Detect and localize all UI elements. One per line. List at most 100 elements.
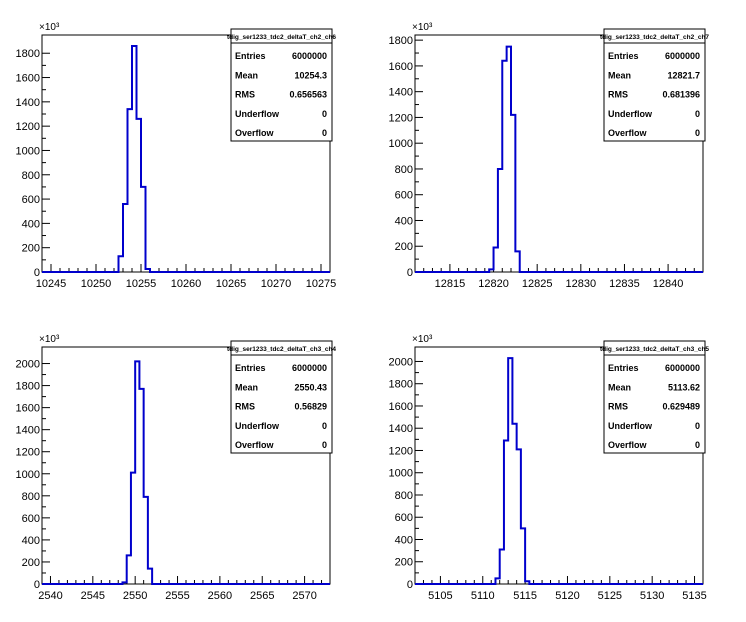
y-axis-multiplier: ×10³ xyxy=(412,334,433,345)
y-tick-label: 200 xyxy=(22,557,40,569)
y-tick-label: 600 xyxy=(22,513,40,525)
x-tick-label: 12820 xyxy=(478,278,509,290)
x-tick-label: 5125 xyxy=(598,590,622,602)
stats-label-mean: Mean xyxy=(235,70,258,80)
stats-box: tdig_ser1233_tdc2_deltaT_ch3_ch5 Entries 6… xyxy=(600,340,709,454)
stats-value-mean: 5113.62 xyxy=(668,382,700,392)
histogram-series-line xyxy=(42,44,330,273)
y-tick-label: 1800 xyxy=(389,379,413,391)
x-tick-label: 2555 xyxy=(165,590,189,602)
stats-box-frame xyxy=(230,28,333,142)
x-tick-label: 2550 xyxy=(123,590,147,602)
stats-value-overflow: 0 xyxy=(695,440,700,450)
stats-box-frame xyxy=(603,340,706,454)
histogram-panel-3: ×10³ 0 200 400 600 800 1000 1200 1400 1600 1800 200… xyxy=(16,334,337,602)
y-tick-label: 600 xyxy=(395,512,413,524)
stats-label-mean: Mean xyxy=(608,70,631,80)
y-tick-label: 0 xyxy=(407,579,413,591)
stats-value-overflow: 0 xyxy=(322,128,327,138)
y-tick-label: 400 xyxy=(22,218,40,230)
stats-value-entries: 6000000 xyxy=(665,363,700,373)
stats-label-entries: Entries xyxy=(235,51,266,61)
y-tick-label: 1400 xyxy=(389,423,413,435)
stats-value-rms: 0.629489 xyxy=(662,402,700,412)
x-tick-label: 2540 xyxy=(38,590,62,602)
y-tick-label: 1800 xyxy=(389,35,413,47)
x-tick-label: 12835 xyxy=(609,278,640,290)
stats-value-entries: 6000000 xyxy=(665,51,700,61)
y-tick-label: 400 xyxy=(22,535,40,547)
x-tick-label: 5120 xyxy=(555,590,579,602)
y-tick-label: 800 xyxy=(22,170,40,182)
y-axis-multiplier: ×10³ xyxy=(39,334,60,345)
stats-value-underflow: 0 xyxy=(322,109,327,119)
stats-value-entries: 6000000 xyxy=(292,363,327,373)
y-tick-label: 1000 xyxy=(389,468,413,480)
y-tick-label: 200 xyxy=(22,243,40,255)
x-tick-label: 5130 xyxy=(640,590,664,602)
y-tick-label: 1200 xyxy=(389,112,413,124)
x-tick-label: 5115 xyxy=(513,590,537,602)
y-tick-label: 0 xyxy=(407,267,413,279)
stats-label-mean: Mean xyxy=(235,382,258,392)
stats-label-entries: Entries xyxy=(608,51,639,61)
y-tick-label: 1600 xyxy=(389,401,413,413)
y-tick-label: 1000 xyxy=(389,138,413,150)
stats-box-frame xyxy=(603,28,706,142)
stats-label-rms: RMS xyxy=(608,402,628,412)
y-tick-label: 2000 xyxy=(16,359,40,371)
y-tick-label: 800 xyxy=(395,164,413,176)
x-tick-label: 12830 xyxy=(566,278,597,290)
y-tick-label: 400 xyxy=(395,534,413,546)
x-tick-label: 5105 xyxy=(428,590,452,602)
stats-label-overflow: Overflow xyxy=(608,440,648,450)
x-tick-label: 2560 xyxy=(208,590,232,602)
x-tick-label: 10270 xyxy=(261,278,292,290)
stats-label-mean: Mean xyxy=(608,382,631,392)
stats-box-title: tdig_ser1233_tdc2_deltaT_ch3_ch4 xyxy=(227,346,336,353)
y-axis-multiplier: ×10³ xyxy=(39,22,60,33)
histogram-panel-2: ×10³ 0 200 400 600 800 1000 1200 1400 1600 1800 128… xyxy=(389,22,710,290)
y-tick-label: 600 xyxy=(395,190,413,202)
y-tick-label: 1600 xyxy=(389,61,413,73)
y-tick-label: 1600 xyxy=(16,403,40,415)
y-axis-multiplier: ×10³ xyxy=(412,22,433,33)
y-tick-label: 600 xyxy=(22,194,40,206)
x-tick-label: 12840 xyxy=(653,278,684,290)
y-tick-label: 1400 xyxy=(16,425,40,437)
stats-value-rms: 0.656563 xyxy=(289,90,327,100)
histogram-series-line xyxy=(42,360,330,585)
stats-box: tdig_ser1233_tdc2_deltaT_ch2_ch6 Entries 6… xyxy=(227,28,336,142)
stats-label-overflow: Overflow xyxy=(235,440,275,450)
histogram-series-line xyxy=(415,357,703,585)
y-tick-label: 1000 xyxy=(16,145,40,157)
x-tick-label: 10275 xyxy=(306,278,337,290)
y-tick-label: 1200 xyxy=(16,121,40,133)
stats-label-rms: RMS xyxy=(235,402,255,412)
y-tick-label: 0 xyxy=(34,267,40,279)
stats-box-title: tdig_ser1233_tdc2_deltaT_ch2_ch7 xyxy=(600,34,709,41)
x-tick-label: 12815 xyxy=(435,278,466,290)
y-tick-label: 200 xyxy=(395,241,413,253)
x-tick-label: 2565 xyxy=(250,590,274,602)
stats-label-overflow: Overflow xyxy=(235,128,275,138)
stats-box-title: tdig_ser1233_tdc2_deltaT_ch2_ch6 xyxy=(227,34,336,41)
stats-box-frame xyxy=(230,340,333,454)
y-tick-label: 1200 xyxy=(16,447,40,459)
y-tick-label: 200 xyxy=(395,557,413,569)
stats-value-mean: 2550.43 xyxy=(294,382,327,392)
y-tick-label: 1000 xyxy=(16,469,40,481)
y-tick-label: 1200 xyxy=(389,445,413,457)
x-tick-label: 10255 xyxy=(126,278,157,290)
x-tick-label: 10260 xyxy=(171,278,202,290)
stats-value-rms: 0.56829 xyxy=(294,402,327,412)
x-tick-label: 12825 xyxy=(522,278,553,290)
stats-label-underflow: Underflow xyxy=(608,421,653,431)
x-tick-label: 5135 xyxy=(682,590,706,602)
stats-value-entries: 6000000 xyxy=(292,51,327,61)
stats-label-entries: Entries xyxy=(235,363,266,373)
stats-label-overflow: Overflow xyxy=(608,128,648,138)
y-tick-label: 800 xyxy=(22,491,40,503)
stats-box: tdig_ser1233_tdc2_deltaT_ch3_ch4 Entries 6… xyxy=(227,340,336,454)
